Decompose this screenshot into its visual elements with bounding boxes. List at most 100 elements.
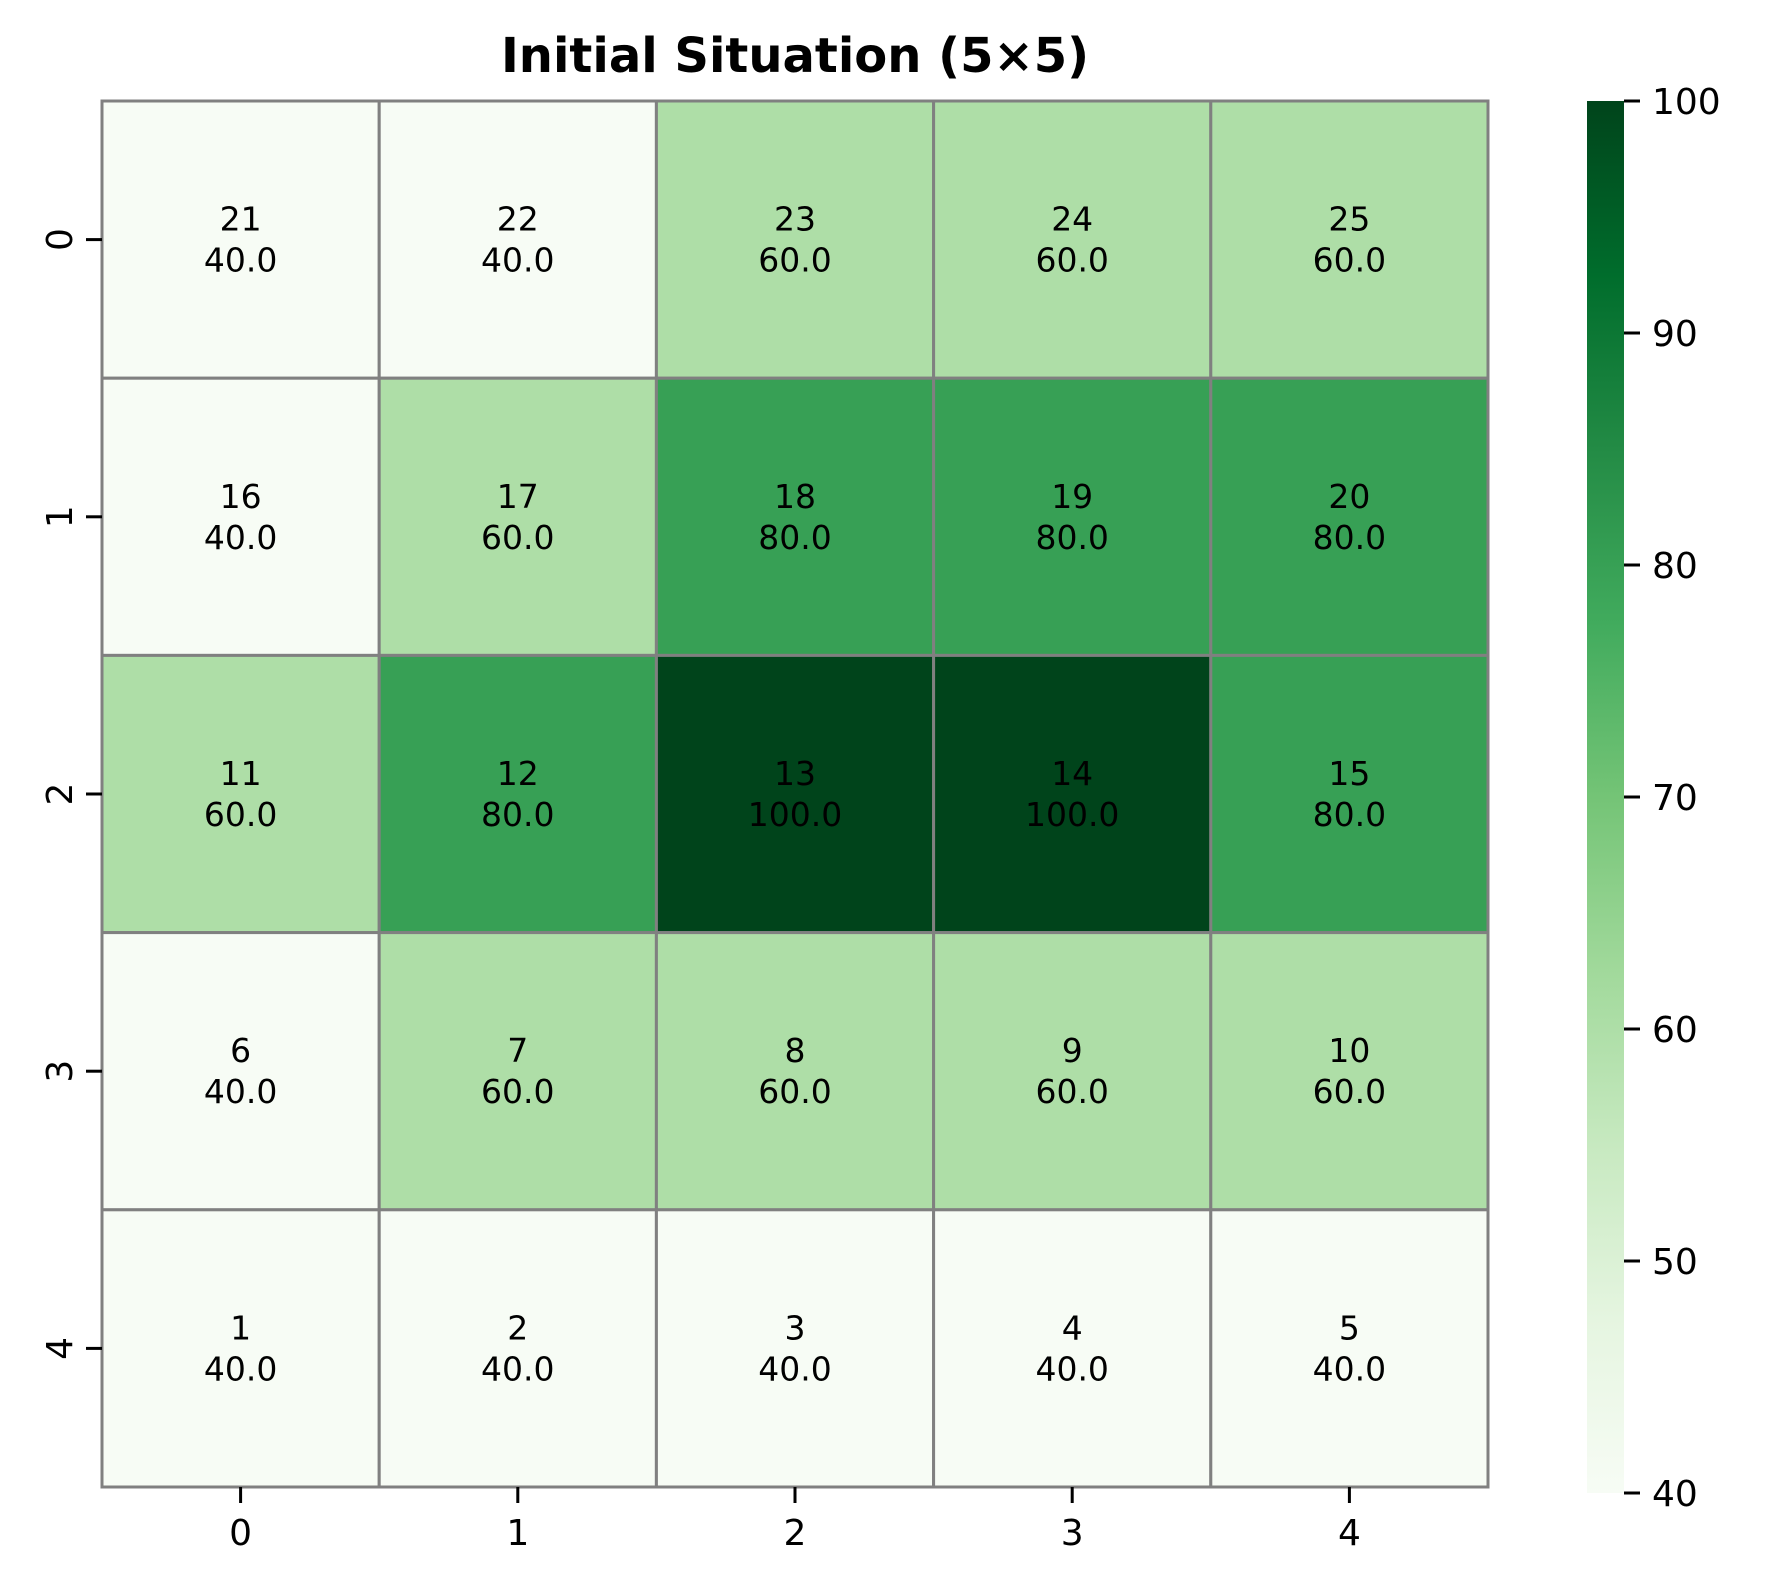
cell-value-label: 100.0 <box>1025 795 1119 834</box>
cell-id-label: 14 <box>1051 754 1093 793</box>
cell-value-label: 40.0 <box>204 241 277 280</box>
cell-id-label: 7 <box>507 1031 528 1070</box>
cell-value-label: 40.0 <box>204 1072 277 1111</box>
y-tick-label: 1 <box>40 505 81 528</box>
cell-value-label: 60.0 <box>481 1072 554 1111</box>
cell-id-label: 8 <box>785 1031 806 1070</box>
cell-id-label: 6 <box>230 1031 251 1070</box>
chart-title: Initial Situation (5×5) <box>501 28 1089 84</box>
cell-id-label: 10 <box>1328 1031 1370 1070</box>
cell-id-label: 19 <box>1051 477 1093 516</box>
heatmap-cell <box>100 99 381 380</box>
heatmap-cell <box>932 931 1213 1212</box>
cell-value-label: 40.0 <box>204 1349 277 1388</box>
x-tick-label: 3 <box>1061 1513 1084 1554</box>
cell-id-label: 25 <box>1328 200 1370 239</box>
cell-value-label: 80.0 <box>481 795 554 834</box>
heatmap-cell <box>100 653 381 935</box>
cell-value-label: 40.0 <box>481 241 554 280</box>
cell-value-label: 60.0 <box>481 518 554 557</box>
cell-id-label: 12 <box>497 754 539 793</box>
cell-value-label: 40.0 <box>1035 1349 1108 1388</box>
y-tick-label: 4 <box>40 1337 81 1360</box>
cell-id-label: 11 <box>220 754 262 793</box>
cell-id-label: 2 <box>507 1308 528 1347</box>
heatmap-cell <box>100 1208 381 1489</box>
cell-value-label: 60.0 <box>758 241 831 280</box>
cell-id-label: 22 <box>497 200 539 239</box>
heatmap-cell <box>1209 376 1490 657</box>
cell-id-label: 13 <box>774 754 816 793</box>
heatmap-cell <box>377 376 658 657</box>
cell-id-label: 21 <box>220 200 262 239</box>
x-tick-label: 2 <box>784 1513 807 1554</box>
colorbar-tick-label: 100 <box>1652 82 1721 123</box>
cell-value-label: 80.0 <box>1035 518 1108 557</box>
cell-id-label: 4 <box>1062 1308 1083 1347</box>
cell-value-label: 60.0 <box>758 1072 831 1111</box>
colorbar-gradient <box>1587 101 1624 1493</box>
heatmap-cell <box>654 376 936 657</box>
heatmap-cell <box>654 931 936 1212</box>
cell-value-label: 60.0 <box>204 795 277 834</box>
cell-id-label: 3 <box>785 1308 806 1347</box>
heatmap-cells: 2140.02240.02360.02460.02560.01640.01760… <box>100 99 1490 1489</box>
colorbar: 40 50 60 70 80 90 100 <box>1587 82 1721 1515</box>
colorbar-tick-label: 60 <box>1652 1010 1698 1051</box>
x-tick-label: 4 <box>1338 1513 1361 1554</box>
cell-value-label: 40.0 <box>1313 1349 1386 1388</box>
cell-id-label: 5 <box>1339 1308 1360 1347</box>
heatmap-cell <box>932 653 1213 935</box>
heatmap-cell <box>100 376 381 657</box>
heatmap-cell <box>1209 1208 1490 1489</box>
heatmap-cell <box>932 1208 1213 1489</box>
cell-id-label: 1 <box>230 1308 251 1347</box>
cell-id-label: 16 <box>220 477 262 516</box>
x-axis: 0 1 2 3 4 <box>229 1487 1361 1554</box>
cell-value-label: 60.0 <box>1035 241 1108 280</box>
heatmap-cell <box>932 376 1213 657</box>
heatmap-cell <box>654 99 936 380</box>
cell-value-label: 40.0 <box>481 1349 554 1388</box>
cell-value-label: 40.0 <box>204 518 277 557</box>
cell-id-label: 15 <box>1328 754 1370 793</box>
y-axis: 0 1 2 3 4 <box>40 228 102 1360</box>
cell-value-label: 60.0 <box>1313 1072 1386 1111</box>
colorbar-tick-label: 50 <box>1652 1242 1698 1283</box>
colorbar-tick-label: 90 <box>1652 314 1698 355</box>
cell-id-label: 23 <box>774 200 816 239</box>
y-tick-label: 2 <box>40 783 81 806</box>
heatmap-cell <box>1209 99 1490 380</box>
heatmap-cell <box>1209 653 1490 935</box>
colorbar-tick-label: 70 <box>1652 778 1698 819</box>
x-tick-label: 0 <box>229 1513 252 1554</box>
cell-value-label: 60.0 <box>1313 241 1386 280</box>
heatmap-cell <box>377 653 658 935</box>
heatmap-cell <box>377 99 658 380</box>
x-tick-label: 1 <box>506 1513 529 1554</box>
cell-value-label: 100.0 <box>748 795 842 834</box>
heatmap-cell <box>932 99 1213 380</box>
heatmap-cell <box>100 931 381 1212</box>
cell-id-label: 18 <box>774 477 816 516</box>
y-tick-label: 3 <box>40 1060 81 1083</box>
cell-id-label: 17 <box>497 477 539 516</box>
y-tick-label: 0 <box>40 228 81 251</box>
cell-value-label: 80.0 <box>1313 795 1386 834</box>
cell-id-label: 9 <box>1062 1031 1083 1070</box>
colorbar-tick-label: 40 <box>1652 1474 1698 1515</box>
cell-id-label: 20 <box>1328 477 1370 516</box>
cell-value-label: 40.0 <box>758 1349 831 1388</box>
cell-value-label: 80.0 <box>1313 518 1386 557</box>
cell-value-label: 80.0 <box>758 518 831 557</box>
heatmap-cell <box>654 1208 936 1489</box>
cell-value-label: 60.0 <box>1035 1072 1108 1111</box>
cell-id-label: 24 <box>1051 200 1093 239</box>
heatmap-cell <box>377 931 658 1212</box>
heatmap-cell <box>1209 931 1490 1212</box>
heatmap-cell <box>377 1208 658 1489</box>
heatmap-cell <box>654 653 936 935</box>
colorbar-tick-label: 80 <box>1652 546 1698 587</box>
